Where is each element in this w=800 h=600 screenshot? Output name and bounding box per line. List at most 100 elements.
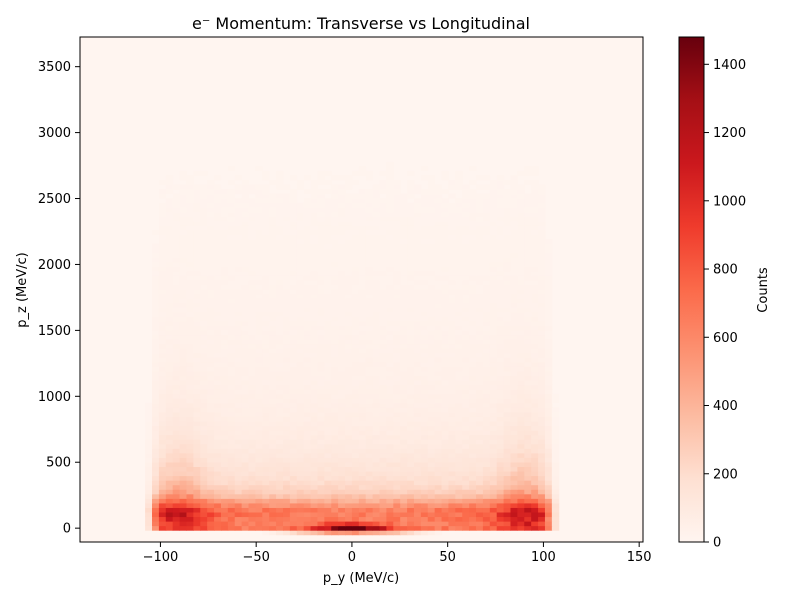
heatmap-cell — [269, 316, 277, 322]
heatmap-cell — [165, 507, 174, 513]
heatmap-cell — [331, 370, 339, 377]
heatmap-cell — [172, 348, 181, 354]
heatmap-cell — [227, 407, 236, 413]
heatmap-cell — [434, 334, 443, 340]
heatmap-cell — [214, 239, 222, 245]
heatmap-cell — [400, 229, 408, 236]
heatmap-cell — [482, 248, 491, 254]
heatmap-cell — [531, 439, 539, 445]
heatmap-cell — [303, 275, 312, 281]
heatmap-cell — [220, 361, 229, 367]
heatmap-cell — [365, 407, 374, 413]
heatmap-cell — [152, 270, 160, 276]
heatmap-cell — [200, 498, 208, 504]
heatmap-cell — [248, 243, 256, 249]
heatmap-cell — [338, 411, 346, 417]
heatmap-cell — [207, 211, 215, 217]
heatmap-cell — [517, 498, 525, 504]
heatmap-cell — [538, 452, 546, 458]
heatmap-cell — [351, 502, 360, 508]
heatmap-cell — [214, 525, 222, 531]
heatmap-cell — [393, 516, 401, 522]
heatmap-cell — [289, 461, 298, 468]
heatmap-cell — [214, 411, 222, 417]
heatmap-cell — [510, 325, 518, 331]
heatmap-cell — [386, 261, 394, 267]
heatmap-cell — [310, 179, 318, 185]
heatmap-cell — [510, 357, 518, 363]
heatmap-cell — [282, 289, 291, 295]
heatmap-cell — [358, 239, 367, 245]
heatmap-cell — [179, 498, 187, 504]
heatmap-cell — [393, 189, 401, 195]
heatmap-cell — [282, 275, 291, 281]
heatmap-cell — [234, 330, 243, 336]
heatmap-cell — [324, 339, 332, 345]
heatmap-cell — [296, 343, 305, 349]
heatmap-cell — [269, 275, 277, 281]
heatmap-cell — [434, 361, 443, 367]
heatmap-cell — [524, 193, 532, 199]
heatmap-cell — [338, 316, 346, 322]
heatmap-cell — [510, 298, 518, 304]
heatmap-cell — [469, 252, 477, 258]
heatmap-cell — [227, 484, 236, 490]
heatmap-cell — [413, 261, 422, 267]
heatmap-cell — [476, 275, 484, 281]
heatmap-cell — [234, 516, 243, 522]
heatmap-cell — [338, 207, 346, 213]
heatmap-cell — [152, 402, 160, 408]
heatmap-cell — [317, 516, 325, 522]
heatmap-cell — [544, 302, 553, 308]
heatmap-cell — [200, 189, 208, 195]
heatmap-cell — [345, 311, 353, 317]
heatmap-cell — [214, 352, 222, 358]
heatmap-cell — [262, 170, 270, 176]
heatmap-cell — [282, 370, 291, 377]
heatmap-cell — [476, 411, 484, 417]
heatmap-cell — [413, 402, 422, 408]
heatmap-cell — [496, 502, 505, 508]
heatmap-cell — [331, 193, 339, 199]
heatmap-cell — [510, 430, 518, 436]
heatmap-cell — [379, 443, 387, 449]
heatmap-cell — [476, 243, 484, 249]
heatmap-cell — [427, 293, 436, 299]
heatmap-cell — [503, 398, 511, 404]
heatmap-cell — [469, 452, 477, 458]
heatmap-cell — [517, 407, 525, 413]
heatmap-cell — [503, 302, 511, 308]
heatmap-cell — [227, 229, 236, 236]
heatmap-cell — [400, 270, 408, 276]
heatmap-cell — [455, 498, 463, 504]
heatmap-cell — [434, 507, 443, 513]
heatmap-cell — [420, 302, 429, 308]
heatmap-cell — [220, 525, 229, 531]
heatmap-cell — [200, 275, 208, 281]
heatmap-cell — [214, 198, 222, 204]
heatmap-cell — [372, 393, 380, 399]
heatmap-cell — [393, 498, 401, 504]
heatmap-cell — [324, 507, 332, 513]
heatmap-cell — [400, 311, 408, 317]
colorbar-tick-label: 400 — [713, 399, 738, 414]
heatmap-cell — [317, 293, 325, 299]
heatmap-cell — [158, 498, 167, 504]
heatmap-cell — [152, 307, 160, 313]
heatmap-cell — [358, 302, 367, 308]
heatmap-cell — [303, 525, 312, 531]
heatmap-cell — [172, 302, 181, 308]
heatmap-cell — [482, 384, 491, 390]
heatmap-cell — [372, 352, 380, 358]
heatmap-cell — [186, 448, 194, 454]
heatmap-cell — [489, 211, 498, 217]
heatmap-cell — [482, 298, 491, 304]
heatmap-cell — [186, 452, 194, 458]
heatmap-cell — [524, 443, 532, 449]
heatmap-cell — [531, 257, 539, 263]
heatmap-cell — [152, 330, 160, 336]
heatmap-cell — [379, 384, 387, 390]
heatmap-cell — [386, 302, 394, 308]
heatmap-cell — [503, 257, 511, 263]
heatmap-cell — [172, 489, 181, 495]
